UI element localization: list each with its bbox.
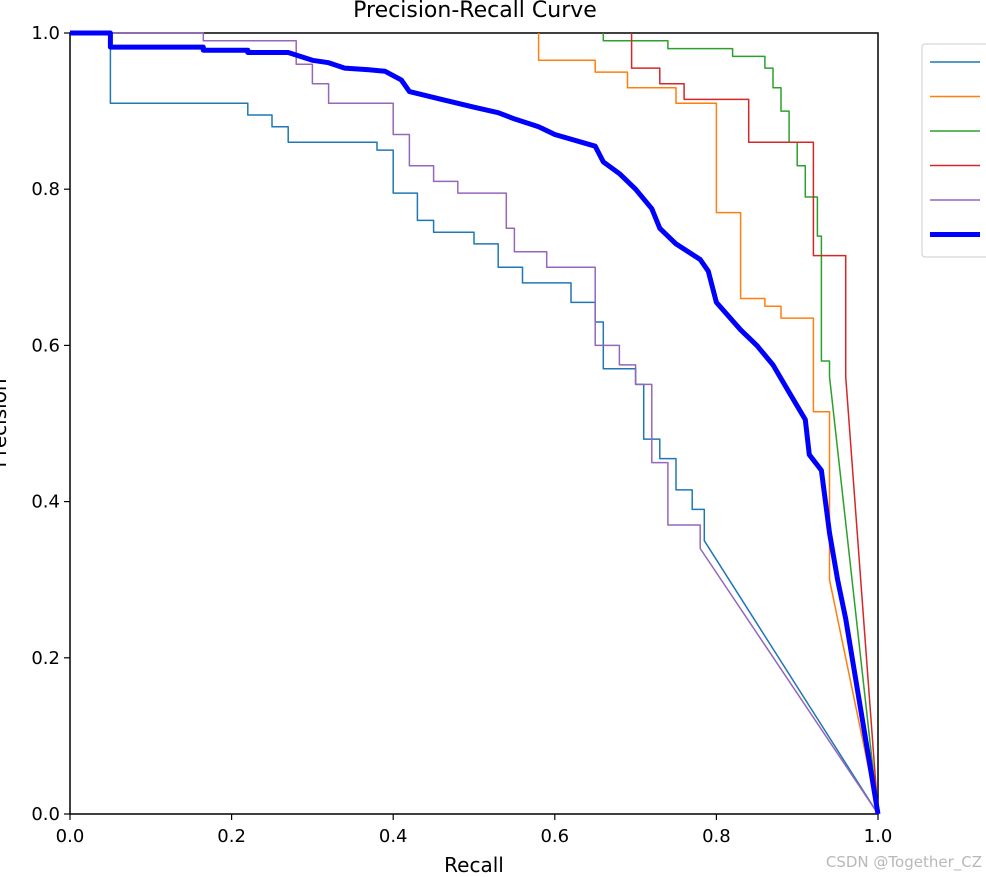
y-tick-label: 0.2 xyxy=(31,648,60,669)
y-tick-label: 0.4 xyxy=(31,492,60,513)
legend-box xyxy=(921,43,986,258)
x-tick-label: 0.6 xyxy=(540,826,569,847)
plot-frame xyxy=(69,32,879,815)
y-axis-title: Precision xyxy=(0,378,11,467)
series-layer xyxy=(70,30,881,815)
x-tick-label: 0.8 xyxy=(702,826,731,847)
chart-title: Precision-Recall Curve xyxy=(353,0,597,23)
series-line-2 xyxy=(537,33,879,815)
watermark: CSDN @Together_CZ xyxy=(825,853,982,871)
plot-area: 0.0 0.2 0.4 0.6 0.8 1.0 0.0 0.2 0.4 0.6 0.8 1.0 xyxy=(31,23,892,847)
x-tick-label: 0.0 xyxy=(56,826,85,847)
series-line-4 xyxy=(630,33,879,815)
y-tick-label: 1.0 xyxy=(31,23,60,44)
x-tick-label: 0.2 xyxy=(217,826,246,847)
x-tick-label: 1.0 xyxy=(864,826,893,847)
series-line-6 xyxy=(70,30,881,815)
series-line-1 xyxy=(70,32,879,815)
x-axis-title: Recall xyxy=(444,853,504,877)
axis-layer: 0.0 0.2 0.4 0.6 0.8 1.0 0.0 0.2 0.4 0.6 0.8 1.0 xyxy=(31,23,892,847)
x-tick-label: 0.4 xyxy=(379,826,408,847)
y-tick-label: 0.6 xyxy=(31,335,60,356)
series-line-5 xyxy=(70,32,879,815)
legend-entries xyxy=(930,61,980,237)
series-line-3 xyxy=(602,33,879,815)
legend xyxy=(921,43,986,258)
y-tick-label: 0.8 xyxy=(31,179,60,200)
y-tick-label: 0.0 xyxy=(31,804,60,825)
